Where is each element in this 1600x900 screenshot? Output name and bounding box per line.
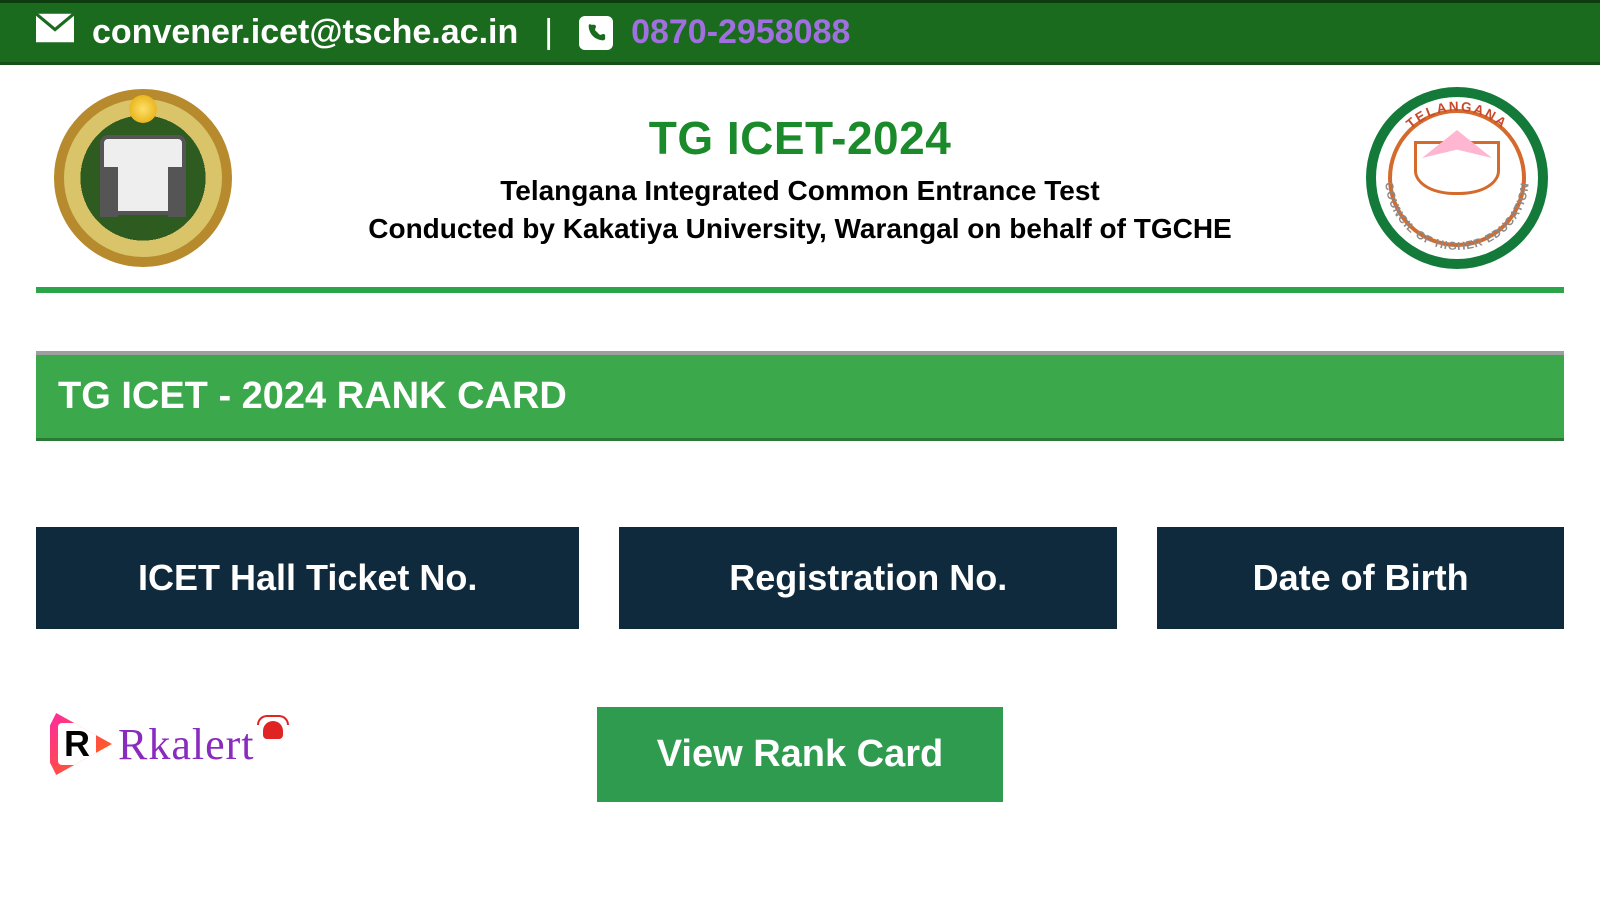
page-subtitle-1: Telangana Integrated Common Entrance Tes…: [250, 175, 1350, 207]
registration-field[interactable]: Registration No.: [619, 527, 1117, 629]
page-subtitle-2: Conducted by Kakatiya University, Warang…: [250, 213, 1350, 245]
action-row: R Rkalert View Rank Card: [0, 707, 1600, 802]
rank-card-form: ICET Hall Ticket No. Registration No. Da…: [0, 441, 1600, 629]
bell-icon: [259, 717, 287, 745]
kakatiya-university-logo: [48, 83, 238, 273]
header-divider: [36, 287, 1564, 293]
contact-bar: convener.icet@tsche.ac.in | 0870-2958088: [0, 0, 1600, 65]
contact-separator: |: [536, 13, 561, 52]
contact-phone[interactable]: 0870-2958088: [631, 13, 850, 52]
rkalert-letter: R: [58, 723, 96, 765]
rkalert-label: Rkalert: [118, 719, 255, 770]
contact-email[interactable]: convener.icet@tsche.ac.in: [92, 13, 518, 52]
rkalert-watermark: R Rkalert: [50, 713, 287, 775]
hall-ticket-field[interactable]: ICET Hall Ticket No.: [36, 527, 579, 629]
rkalert-play-icon: R: [50, 713, 112, 775]
dob-field[interactable]: Date of Birth: [1157, 527, 1564, 629]
header-titles: TG ICET-2024 Telangana Integrated Common…: [238, 111, 1362, 245]
view-rank-card-button[interactable]: View Rank Card: [597, 707, 1004, 802]
envelope-icon: [36, 13, 74, 52]
page-header: TG ICET-2024 Telangana Integrated Common…: [0, 65, 1600, 287]
tgche-logo: TELANGANA COUNCIL OF HIGHER EDUCATION: [1362, 83, 1552, 273]
rank-card-section-title: TG ICET - 2024 RANK CARD: [36, 351, 1564, 441]
page-title: TG ICET-2024: [250, 111, 1350, 165]
phone-icon: [579, 16, 613, 50]
